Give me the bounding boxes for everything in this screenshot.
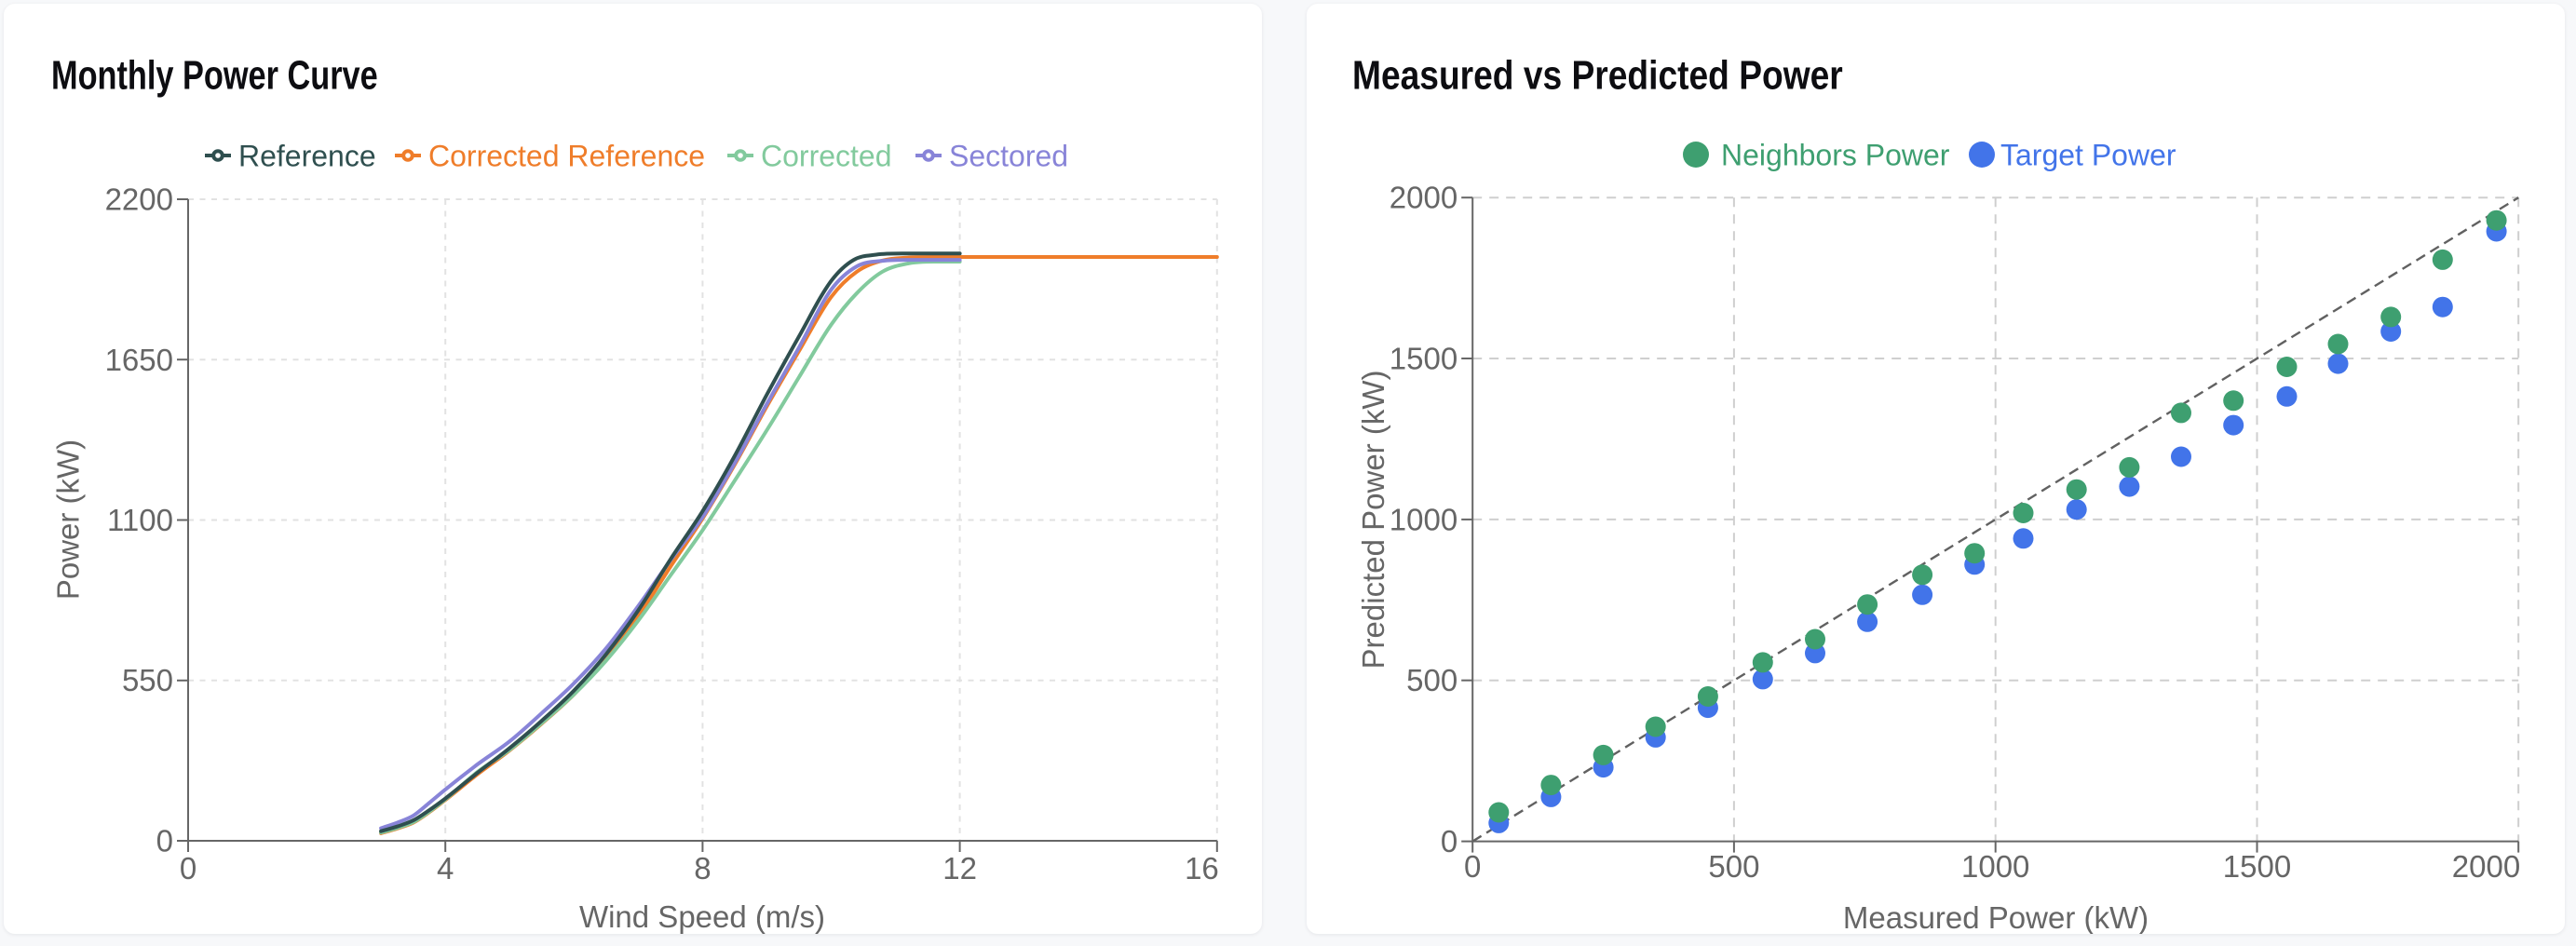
svg-text:1000: 1000 bbox=[1961, 849, 2029, 884]
svg-text:1000: 1000 bbox=[1390, 502, 1457, 536]
svg-text:1500: 1500 bbox=[1390, 342, 1457, 376]
svg-text:16: 16 bbox=[1185, 851, 1219, 885]
svg-text:2200: 2200 bbox=[105, 182, 173, 217]
svg-text:Measured vs Predicted Power: Measured vs Predicted Power bbox=[1352, 52, 1843, 99]
svg-text:1500: 1500 bbox=[2223, 849, 2291, 884]
svg-text:1100: 1100 bbox=[107, 503, 173, 537]
svg-text:Reference: Reference bbox=[238, 140, 376, 173]
svg-text:Corrected Reference: Corrected Reference bbox=[428, 140, 705, 173]
svg-text:12: 12 bbox=[942, 851, 977, 885]
svg-text:2000: 2000 bbox=[1390, 181, 1457, 215]
svg-text:Monthly Power Curve: Monthly Power Curve bbox=[51, 52, 378, 98]
svg-text:Neighbors Power: Neighbors Power bbox=[1721, 139, 1950, 172]
svg-text:0: 0 bbox=[180, 851, 197, 885]
svg-text:Sectored: Sectored bbox=[949, 140, 1068, 173]
svg-text:4: 4 bbox=[437, 851, 454, 885]
svg-text:500: 500 bbox=[1708, 849, 1759, 884]
svg-text:0: 0 bbox=[156, 824, 173, 858]
svg-text:Wind Speed (m/s): Wind Speed (m/s) bbox=[579, 899, 825, 934]
svg-text:8: 8 bbox=[694, 851, 711, 885]
svg-text:0: 0 bbox=[1441, 824, 1457, 858]
svg-text:0: 0 bbox=[1464, 849, 1481, 884]
svg-text:Measured Power (kW): Measured Power (kW) bbox=[1843, 900, 2149, 934]
svg-text:Power (kW): Power (kW) bbox=[51, 439, 86, 600]
svg-text:Corrected: Corrected bbox=[761, 140, 892, 173]
svg-text:2000: 2000 bbox=[2452, 849, 2520, 884]
svg-text:Predicted Power (kW): Predicted Power (kW) bbox=[1356, 371, 1390, 669]
svg-text:550: 550 bbox=[122, 663, 173, 697]
svg-text:1650: 1650 bbox=[105, 343, 173, 377]
svg-text:500: 500 bbox=[1406, 663, 1457, 697]
svg-text:Target Power: Target Power bbox=[2000, 139, 2176, 172]
